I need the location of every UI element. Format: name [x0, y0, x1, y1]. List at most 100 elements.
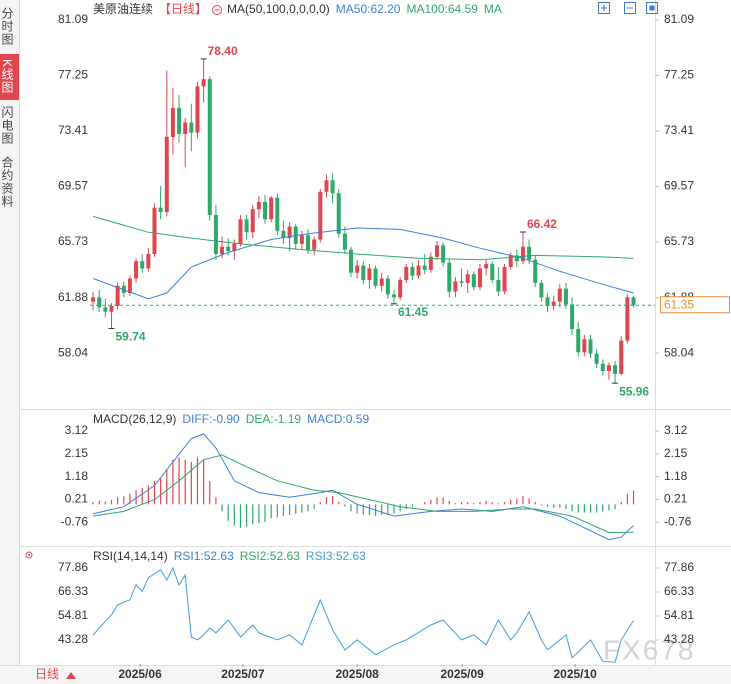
candle-body	[97, 297, 102, 308]
candle-body	[336, 193, 341, 234]
candle-body	[140, 261, 145, 269]
candle-body	[631, 297, 636, 306]
y-tick-label-right: -0.76	[664, 514, 692, 528]
candle-body	[275, 197, 280, 231]
y-tick-label: 66.33	[58, 584, 88, 598]
candle-body	[306, 235, 311, 250]
y-tick-label-right: 1.18	[664, 469, 688, 483]
candle-body	[164, 136, 169, 213]
legend-entry: MA50:62.20	[336, 2, 401, 16]
candle-body	[465, 274, 470, 283]
candle-body	[582, 339, 587, 353]
candle-body	[349, 249, 354, 273]
candle-body	[189, 122, 194, 133]
y-tick-label-right: 3.12	[664, 423, 688, 437]
candle-body	[103, 307, 108, 312]
candle-body	[379, 278, 384, 286]
candle-body	[404, 266, 409, 280]
y-tick-label: 43.28	[58, 632, 88, 646]
extreme-label: 61.45	[398, 305, 428, 319]
y-tick-label: -0.76	[61, 514, 89, 528]
period-arrow[interactable]	[66, 672, 76, 679]
candle-body	[600, 363, 605, 372]
tab-active[interactable]: K线图	[0, 54, 19, 100]
candle-body	[238, 219, 243, 244]
candle-body	[594, 353, 599, 364]
candle-body	[342, 233, 347, 250]
period-label[interactable]: 日线	[35, 667, 59, 681]
sidebar: 分时图 K线图 闪电图 合约资料	[0, 0, 20, 665]
candle-body	[477, 268, 482, 288]
candle-body	[330, 180, 335, 194]
candle-body	[588, 339, 593, 354]
ma-more: MA	[484, 2, 502, 16]
y-tick-label-right: 81.09	[664, 12, 694, 26]
last-price-label: 61.35	[664, 297, 694, 311]
candle-body	[576, 329, 581, 353]
candle-body	[373, 268, 378, 286]
ma-line	[92, 215, 634, 261]
candle-body	[416, 265, 421, 276]
y-tick-label-right: 2.15	[664, 446, 688, 460]
candle-body	[514, 255, 519, 262]
candle-body	[391, 294, 396, 298]
legend-entry: DIFF:-0.90	[182, 412, 240, 426]
x-tick-label: 2025/07	[221, 667, 265, 681]
y-tick-label-right: 43.28	[664, 632, 694, 646]
candle-body	[115, 285, 120, 306]
legend-entry: DEA:-1.19	[246, 412, 302, 426]
candle-body	[367, 268, 372, 280]
candle-body	[551, 301, 556, 306]
candle-body	[508, 255, 513, 267]
candle-body	[91, 297, 96, 302]
y-tick-label-right: 54.81	[664, 608, 694, 622]
period-button[interactable]: 日线	[35, 667, 76, 681]
macd-line	[92, 433, 634, 541]
legend-entry: MA100:64.59	[406, 2, 478, 16]
y-tick-label-right: 0.21	[664, 492, 688, 506]
zoom-in-icon[interactable]	[598, 2, 610, 14]
candle-body	[170, 108, 175, 137]
candle-body	[539, 282, 544, 298]
x-tick-label: 2025/10	[553, 667, 597, 681]
candle-body	[520, 246, 525, 262]
candle-body	[213, 214, 218, 254]
candle-body	[447, 262, 452, 292]
candle-body	[410, 266, 415, 276]
candle-body	[361, 265, 366, 280]
candle-body	[146, 253, 151, 269]
toolbar-icons	[598, 2, 658, 14]
candle-body	[127, 278, 132, 293]
legend-entry: MACD:0.59	[307, 412, 369, 426]
candle-body	[281, 230, 286, 239]
candle-body	[625, 297, 630, 341]
candle-body	[398, 279, 403, 298]
collapse-icon[interactable]	[212, 5, 223, 15]
tab[interactable]: 闪电图	[0, 105, 14, 145]
candle-body	[453, 281, 458, 292]
y-tick-label: 54.81	[58, 608, 88, 622]
legend-entry: RSI1:52.63	[174, 549, 234, 563]
candle-body	[428, 256, 433, 270]
candle-body	[619, 340, 624, 374]
candle-body	[441, 245, 446, 263]
y-tick-label: 81.09	[58, 12, 88, 26]
last-price-box	[660, 296, 730, 314]
tab[interactable]: 合约资料	[0, 156, 14, 208]
y-tick-label: 61.88	[58, 290, 88, 304]
candle-body	[250, 209, 255, 233]
candle-body	[263, 201, 268, 220]
extreme-label: 78.40	[208, 44, 238, 58]
reset-icon[interactable]	[646, 2, 658, 14]
settings-icon[interactable]	[25, 551, 33, 559]
zoom-out-icon[interactable]	[624, 2, 636, 14]
tab[interactable]: 分时图	[0, 6, 14, 46]
candle-body	[109, 305, 114, 312]
x-tick-label: 2025/09	[440, 667, 484, 681]
candle-body	[318, 191, 323, 240]
y-tick-label: 3.12	[65, 423, 89, 437]
x-tick-label: 2025/06	[118, 667, 162, 681]
legend-entry: RSI2:52.63	[240, 549, 300, 563]
indicator-title: RSI(14,14,14)	[93, 549, 168, 563]
